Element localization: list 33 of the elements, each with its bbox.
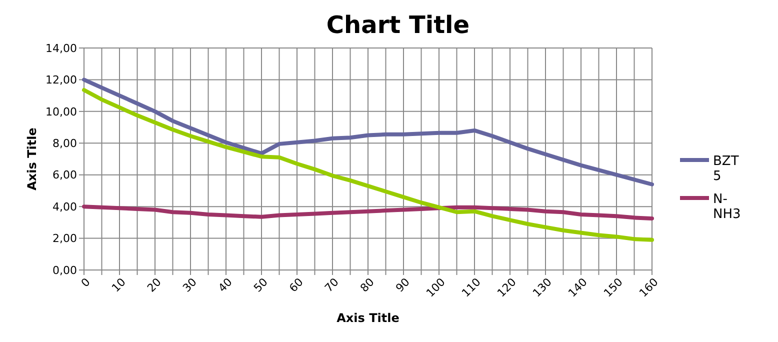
x-tick-label: 60: [286, 276, 306, 295]
x-tick-label: 150: [601, 276, 626, 300]
x-tick-label: 40: [216, 276, 235, 295]
y-axis-title: Axis Title: [25, 128, 39, 190]
x-tick-label: 130: [530, 276, 554, 300]
y-tick-label: 6,00: [52, 168, 77, 182]
line-series: [82, 88, 654, 242]
x-tick-label: 20: [144, 276, 164, 295]
x-tick-label: 160: [636, 276, 661, 300]
x-tick-label: 30: [180, 276, 200, 295]
y-tick-label: 0,00: [52, 264, 77, 277]
line-series: [82, 204, 654, 220]
x-tick-label: 0: [78, 276, 93, 290]
x-tick-label: 50: [251, 276, 270, 295]
y-tick-label: 4,00: [52, 200, 77, 214]
x-tick-label: 90: [393, 276, 412, 295]
legend-label: BZT5: [713, 154, 739, 184]
x-tick-label: 110: [459, 276, 484, 300]
x-tick-label: 120: [494, 276, 519, 300]
x-tick-label: 100: [424, 276, 448, 300]
x-tick-label: 70: [322, 276, 342, 295]
y-tick-label: 8,00: [52, 136, 77, 150]
y-tick-label: 14,00: [46, 42, 77, 55]
legend-label: N-NH3: [713, 192, 741, 222]
y-tick-label: 2,00: [52, 232, 77, 246]
line-series: [82, 78, 654, 186]
chart-title: Chart Title: [326, 11, 470, 39]
x-axis-title: Axis Title: [336, 311, 400, 325]
y-tick-label: 12,00: [46, 74, 77, 87]
y-tick-label: 10,00: [46, 105, 77, 118]
x-tick-label: 10: [109, 276, 128, 295]
x-tick-label: 80: [358, 276, 377, 295]
x-tick-label: 140: [566, 276, 590, 300]
